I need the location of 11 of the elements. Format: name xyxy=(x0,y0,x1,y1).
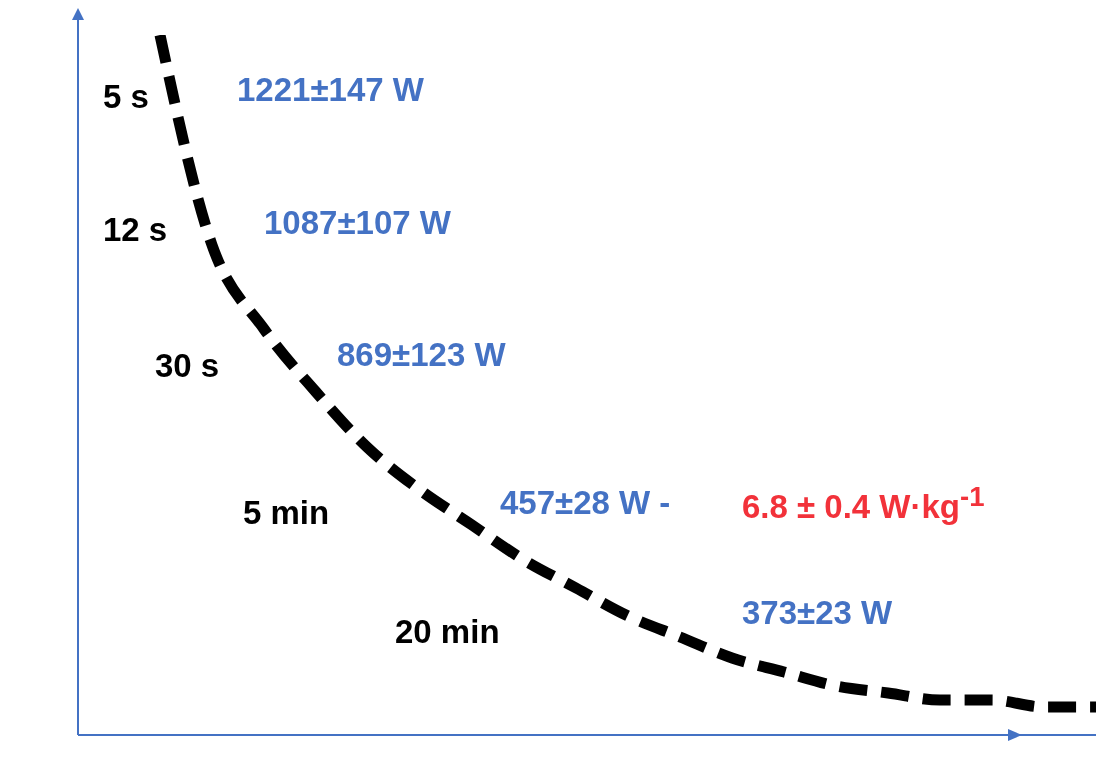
annotation: 5 min xyxy=(243,494,330,532)
annotation: 20 min xyxy=(395,613,500,651)
annotation: 1221±147 W xyxy=(237,71,424,109)
annotation: 12 s xyxy=(103,211,168,249)
annotation: 1087±107 W xyxy=(264,204,451,242)
annotation: 30 s xyxy=(155,347,220,385)
annotation: 373±23 W xyxy=(742,594,893,632)
annotation: 6.8 ± 0.4 W·kg$^{-1}$ xyxy=(742,480,985,526)
annotation: 5 s xyxy=(103,78,149,116)
annotation: 869±123 W xyxy=(337,336,506,374)
annotation: 457±28 W - xyxy=(500,484,671,522)
